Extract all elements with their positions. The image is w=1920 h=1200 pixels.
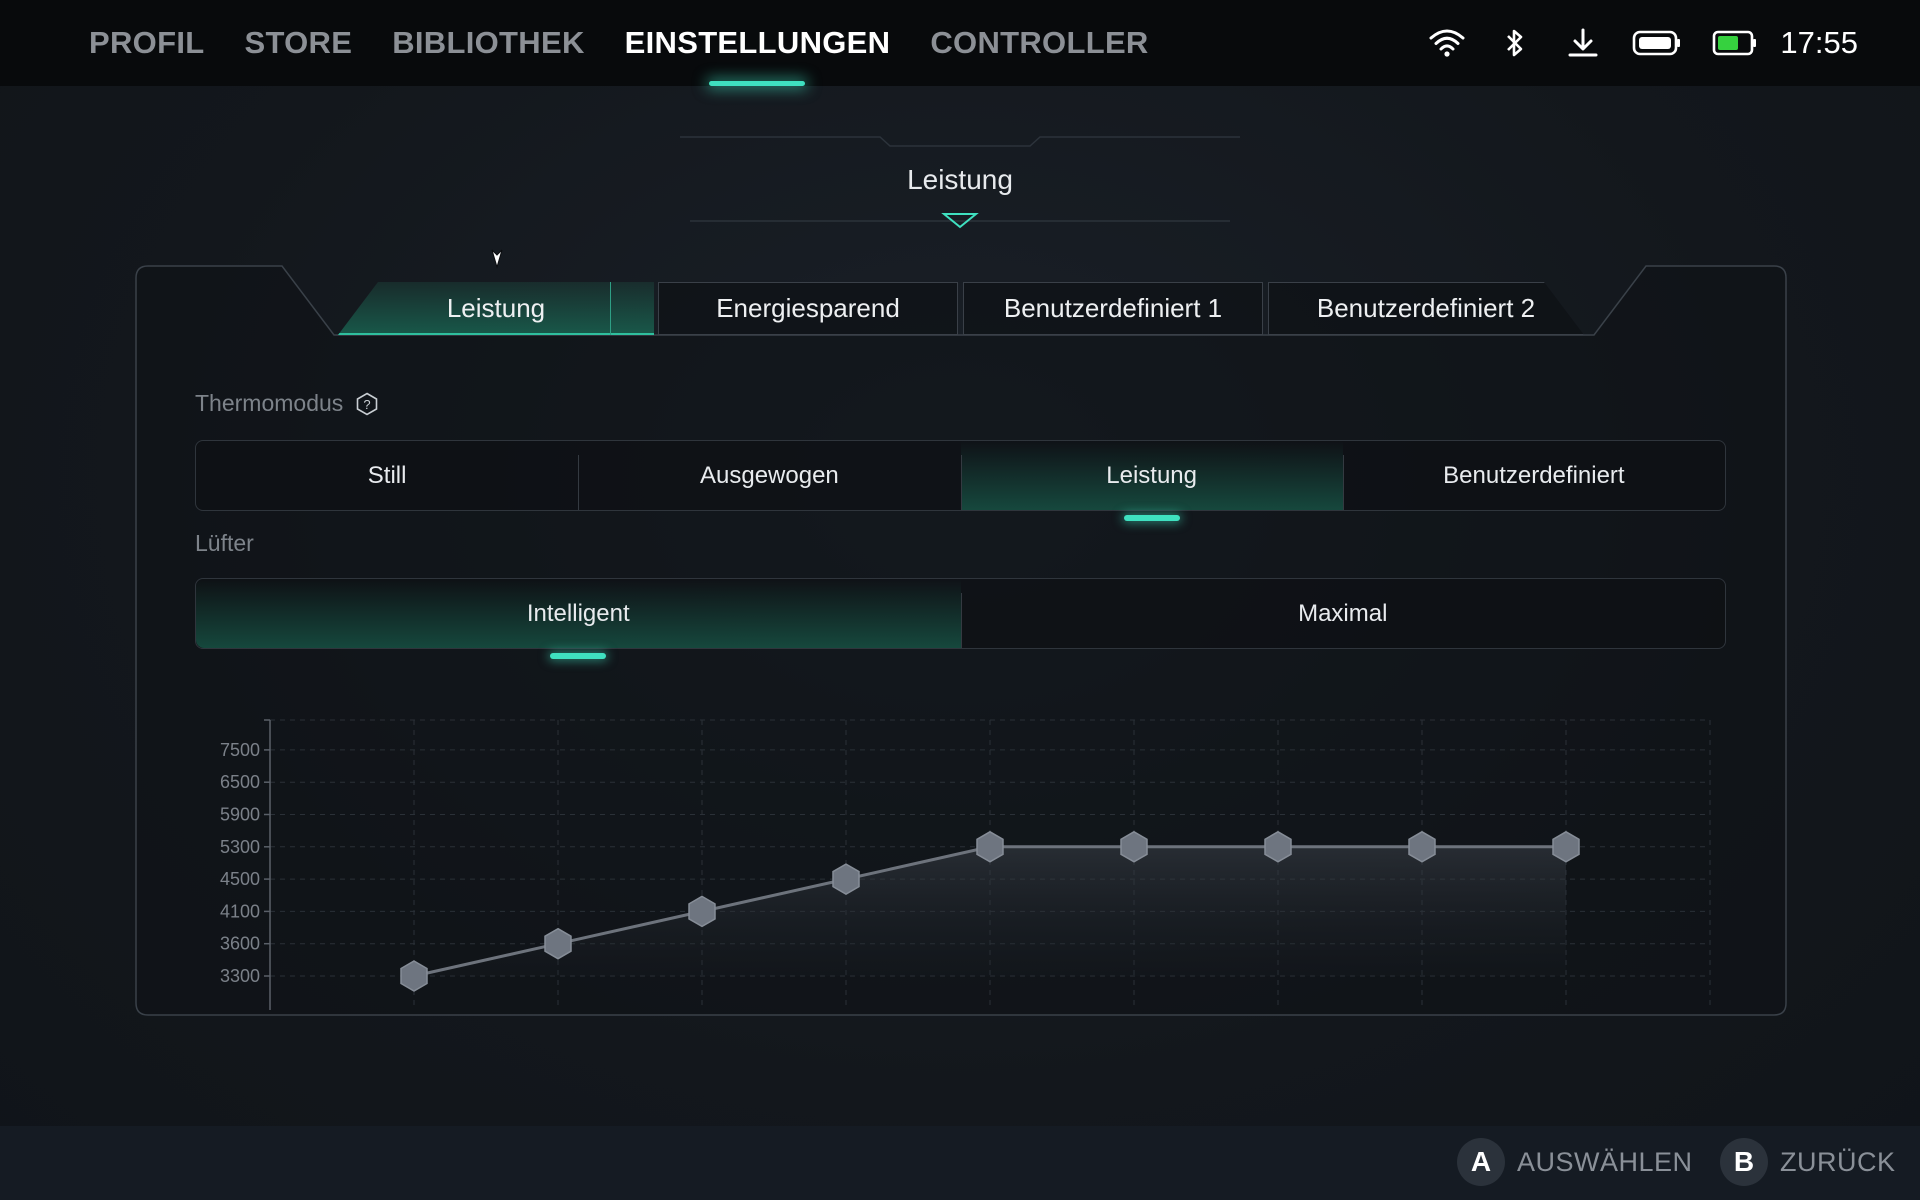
select-hint[interactable]: A AUSWÄHLEN bbox=[1457, 1138, 1693, 1186]
section-header-frame bbox=[680, 136, 1240, 229]
curve-point[interactable] bbox=[976, 830, 1004, 863]
status-area: 17:55 bbox=[1428, 0, 1858, 86]
thermal-option-leistung[interactable]: Leistung bbox=[960, 441, 1343, 510]
curve-point[interactable] bbox=[544, 927, 572, 960]
b-button-icon: B bbox=[1720, 1138, 1768, 1186]
curve-point[interactable] bbox=[1264, 830, 1292, 863]
fan-option-maximal[interactable]: Maximal bbox=[960, 579, 1726, 648]
help-icon[interactable]: ? bbox=[355, 392, 379, 416]
curve-point[interactable] bbox=[832, 863, 860, 895]
thermal-option-ausgewogen[interactable]: Ausgewogen bbox=[578, 441, 960, 510]
thermal-mode-text: Thermomodus bbox=[195, 390, 344, 416]
thermal-option-still[interactable]: Still bbox=[367, 461, 407, 489]
fan-option-intelligent[interactable]: Intelligent bbox=[196, 579, 961, 648]
pointer-cursor-icon bbox=[491, 249, 503, 269]
y-tick-label: 5300 bbox=[220, 837, 260, 857]
thermal-mode-selector: Still Ausgewogen Leistung Benutzerdefini… bbox=[195, 440, 1726, 511]
back-hint-label: ZURÜCK bbox=[1780, 1146, 1896, 1177]
y-tick-label: 4100 bbox=[220, 901, 260, 921]
tab-energiesparend[interactable]: Energiesparend bbox=[658, 282, 958, 335]
clock: 17:55 bbox=[1780, 25, 1858, 60]
tab-benutzerdefiniert-1[interactable]: Benutzerdefiniert 1 bbox=[963, 282, 1263, 335]
fan-mode-selector: Intelligent Maximal bbox=[195, 578, 1726, 649]
curve-point[interactable] bbox=[1408, 830, 1436, 863]
section-title: Leistung bbox=[907, 164, 1013, 195]
curve-point[interactable] bbox=[1120, 830, 1148, 863]
tab-divider bbox=[610, 282, 611, 335]
y-tick-label: 7500 bbox=[220, 740, 260, 760]
nav-einstellungen[interactable]: EINSTELLUNGEN bbox=[625, 0, 891, 86]
curve-area bbox=[414, 846, 1566, 976]
top-bar: PROFIL STORE BIBLIOTHEK EINSTELLUNGEN CO… bbox=[0, 0, 1920, 86]
tab-label: Benutzerdefiniert 2 bbox=[1316, 293, 1536, 323]
tab-leistung[interactable]: Leistung bbox=[338, 282, 654, 335]
tab-benutzerdefiniert-2[interactable]: Benutzerdefiniert 2 bbox=[1268, 282, 1584, 335]
battery-icon bbox=[1712, 24, 1758, 62]
fan-label: Lüfter bbox=[195, 530, 254, 557]
curve-point[interactable] bbox=[1552, 830, 1580, 863]
thermal-option-benutzerdefiniert[interactable]: Benutzerdefiniert bbox=[1342, 441, 1725, 510]
y-tick-label: 3600 bbox=[220, 934, 260, 954]
select-hint-label: AUSWÄHLEN bbox=[1517, 1146, 1693, 1177]
y-tick-label: 6500 bbox=[220, 772, 260, 792]
main-nav: PROFIL STORE BIBLIOTHEK EINSTELLUNGEN CO… bbox=[89, 0, 1149, 86]
curve-point[interactable] bbox=[400, 960, 428, 992]
wifi-icon[interactable] bbox=[1428, 24, 1466, 62]
fan-label-text: Lüfter bbox=[195, 530, 254, 556]
nav-controller[interactable]: CONTROLLER bbox=[930, 25, 1149, 60]
curve-point[interactable] bbox=[688, 895, 716, 928]
y-tick-label: 3300 bbox=[220, 966, 260, 986]
tab-label: Benutzerdefiniert 1 bbox=[1003, 293, 1223, 323]
tab-label: Leistung bbox=[446, 293, 546, 323]
tab-label: Energiesparend bbox=[716, 293, 900, 323]
nav-bibliothek[interactable]: BIBLIOTHEK bbox=[392, 25, 585, 60]
fan-curve-chart[interactable]: 3300 3600 4100 4500 5300 5900 6500 7500 bbox=[190, 700, 1730, 1010]
y-tick-label: 4500 bbox=[220, 869, 260, 889]
thermal-mode-label: Thermomodus ? bbox=[195, 390, 379, 417]
download-icon[interactable] bbox=[1564, 24, 1602, 62]
a-button-icon: A bbox=[1457, 1138, 1505, 1186]
y-tick-label: 5900 bbox=[220, 805, 260, 825]
back-hint[interactable]: B ZURÜCK bbox=[1720, 1138, 1896, 1186]
svg-text:?: ? bbox=[364, 397, 371, 412]
tab-active-rim bbox=[338, 333, 654, 335]
bluetooth-icon[interactable] bbox=[1496, 24, 1534, 62]
bottom-hint-bar bbox=[0, 1126, 1920, 1200]
nav-profil[interactable]: PROFIL bbox=[89, 25, 205, 60]
nav-store[interactable]: STORE bbox=[244, 25, 353, 60]
controller-battery-icon bbox=[1632, 24, 1682, 62]
